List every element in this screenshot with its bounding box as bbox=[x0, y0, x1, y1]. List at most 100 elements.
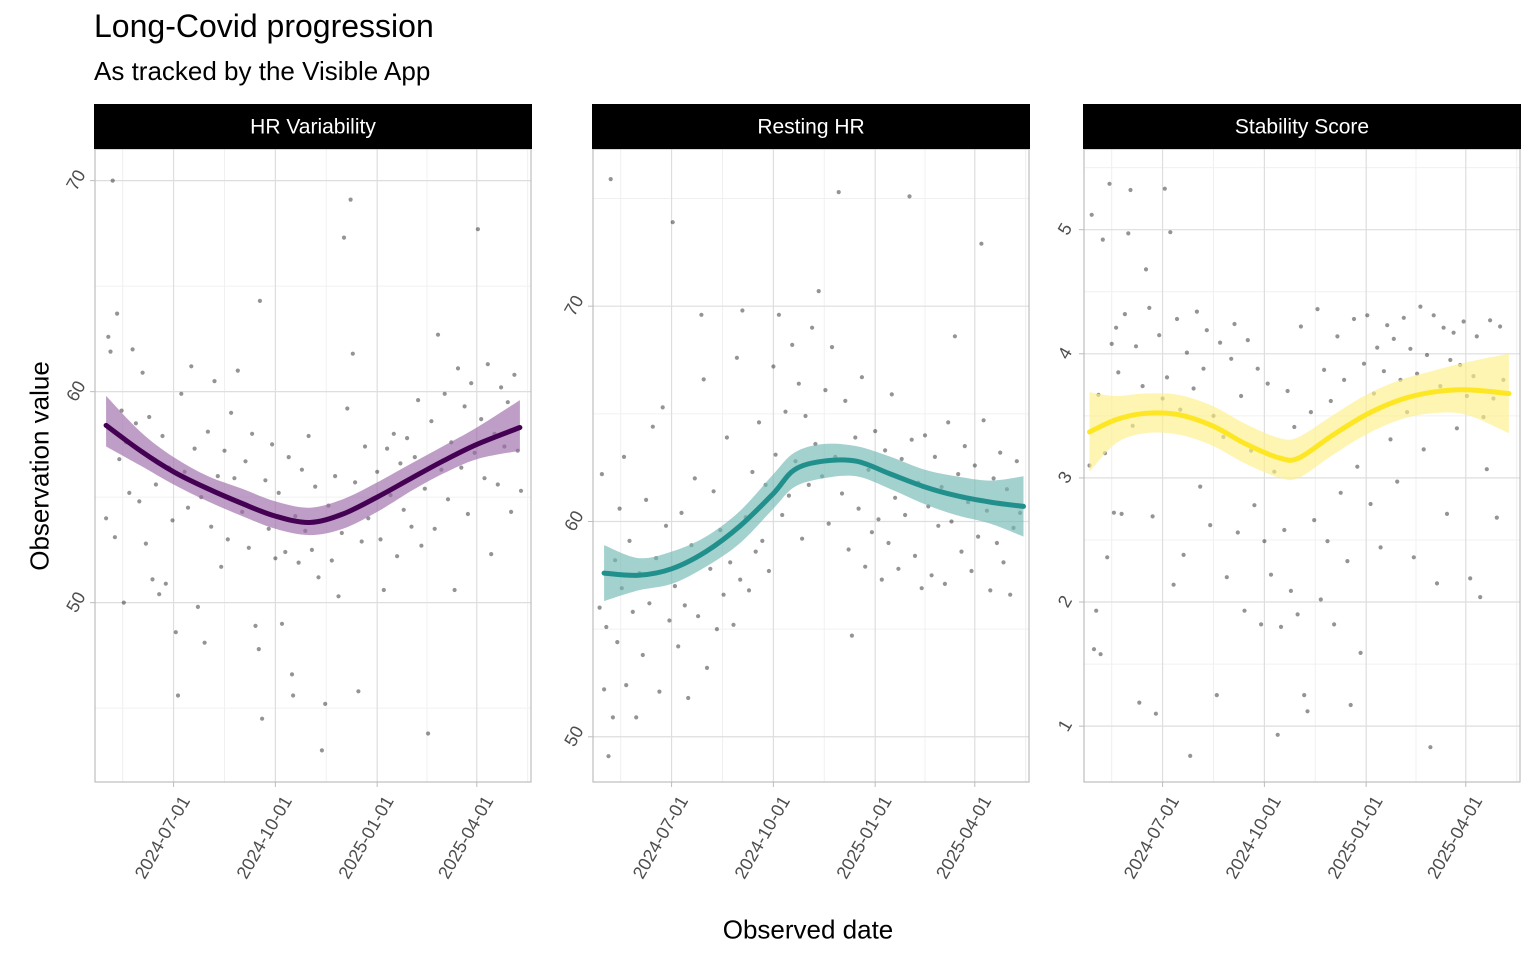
data-point bbox=[1126, 231, 1131, 236]
data-point bbox=[1451, 330, 1456, 335]
data-point bbox=[932, 454, 938, 459]
y-tick-label: 50 bbox=[560, 722, 587, 749]
data-point bbox=[599, 472, 605, 477]
data-point bbox=[956, 472, 961, 477]
data-point bbox=[972, 463, 977, 468]
data-point bbox=[1348, 702, 1353, 708]
data-point bbox=[112, 535, 117, 540]
data-point bbox=[479, 417, 484, 422]
data-point bbox=[1153, 711, 1158, 716]
data-point bbox=[395, 554, 400, 559]
data-point bbox=[345, 406, 350, 411]
data-point bbox=[110, 178, 115, 183]
data-point bbox=[163, 581, 168, 586]
data-point bbox=[1288, 588, 1293, 594]
data-point bbox=[189, 364, 194, 369]
data-point bbox=[1014, 459, 1019, 464]
data-point bbox=[1328, 398, 1333, 404]
data-point bbox=[1157, 333, 1162, 338]
y-tick-label: 60 bbox=[62, 377, 89, 404]
data-point bbox=[919, 586, 924, 591]
data-point bbox=[1322, 367, 1327, 372]
data-point bbox=[1089, 212, 1094, 217]
data-point bbox=[229, 410, 234, 415]
data-point bbox=[1388, 437, 1393, 442]
data-point bbox=[728, 560, 733, 565]
confidence-band bbox=[1089, 353, 1509, 481]
y-tick-label: 2 bbox=[1054, 592, 1076, 611]
data-point bbox=[489, 552, 494, 557]
data-point bbox=[889, 392, 894, 397]
data-point bbox=[375, 469, 380, 474]
data-point bbox=[696, 614, 701, 619]
data-point bbox=[499, 385, 504, 390]
data-point bbox=[803, 413, 808, 419]
data-point bbox=[909, 437, 914, 442]
data-point bbox=[1262, 539, 1267, 544]
data-point bbox=[615, 640, 620, 645]
data-point bbox=[1252, 503, 1257, 508]
data-point bbox=[800, 536, 805, 541]
data-point bbox=[1204, 328, 1209, 333]
data-point bbox=[243, 459, 248, 464]
data-point bbox=[1468, 576, 1473, 581]
data-point bbox=[412, 455, 417, 460]
data-point bbox=[1278, 624, 1284, 630]
data-point bbox=[299, 467, 304, 472]
data-point bbox=[509, 509, 514, 514]
data-point bbox=[1421, 447, 1426, 452]
y-tick-label: 1 bbox=[1054, 716, 1076, 735]
data-point bbox=[836, 190, 841, 195]
data-point bbox=[738, 577, 743, 582]
data-point bbox=[1119, 511, 1124, 516]
data-point bbox=[994, 540, 1000, 546]
data-point bbox=[846, 547, 851, 552]
data-point bbox=[104, 516, 109, 521]
y-tick-label: 5 bbox=[1054, 220, 1076, 239]
data-point bbox=[679, 510, 684, 515]
data-point bbox=[1232, 321, 1237, 327]
data-point bbox=[137, 499, 142, 504]
data-point bbox=[942, 581, 948, 587]
data-point bbox=[316, 575, 321, 580]
data-point bbox=[106, 334, 111, 339]
data-point bbox=[1365, 313, 1370, 318]
y-tick-label: 70 bbox=[560, 292, 587, 319]
data-point bbox=[1401, 315, 1406, 320]
data-point bbox=[1143, 267, 1149, 272]
data-point bbox=[856, 506, 861, 511]
data-point bbox=[1345, 559, 1350, 564]
data-point bbox=[1292, 424, 1297, 430]
data-point bbox=[863, 564, 868, 569]
data-point bbox=[225, 537, 230, 542]
data-point bbox=[1351, 316, 1357, 322]
data-point bbox=[306, 433, 311, 439]
data-point bbox=[1454, 426, 1459, 431]
data-point bbox=[1184, 350, 1189, 355]
data-point bbox=[731, 622, 736, 627]
data-point bbox=[333, 474, 338, 479]
x-tick-label: 2025-01-01 bbox=[1323, 792, 1386, 882]
data-point bbox=[839, 491, 845, 496]
data-point bbox=[704, 665, 710, 671]
data-point bbox=[1375, 345, 1380, 350]
data-point bbox=[398, 461, 403, 466]
data-point bbox=[115, 311, 120, 316]
data-point bbox=[610, 715, 616, 720]
data-point bbox=[378, 537, 383, 542]
data-point bbox=[359, 539, 364, 544]
x-tick-label: 2024-07-01 bbox=[131, 792, 194, 882]
data-point bbox=[1008, 592, 1013, 597]
data-point bbox=[150, 577, 155, 582]
panel-1: Resting HR 50 60 70 2024-07-01 2024-10-01 2025… bbox=[560, 104, 1030, 882]
data-point bbox=[1001, 560, 1006, 565]
data-point bbox=[1474, 334, 1479, 339]
data-point bbox=[1188, 753, 1193, 759]
data-point bbox=[1164, 375, 1170, 380]
data-point bbox=[482, 476, 487, 481]
data-point bbox=[750, 469, 755, 475]
data-point bbox=[753, 549, 758, 554]
data-point bbox=[786, 493, 792, 498]
data-point bbox=[422, 486, 427, 491]
data-point bbox=[608, 177, 613, 182]
